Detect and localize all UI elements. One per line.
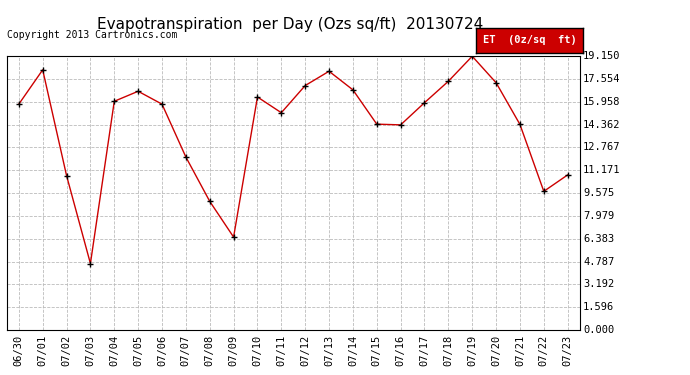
Text: 11.171: 11.171 [583,165,620,175]
Text: 17.554: 17.554 [583,74,620,84]
Text: 1.596: 1.596 [583,302,614,312]
Text: 14.362: 14.362 [583,120,620,130]
Text: 4.787: 4.787 [583,256,614,267]
Text: 6.383: 6.383 [583,234,614,244]
Text: 7.979: 7.979 [583,211,614,221]
Text: 15.958: 15.958 [583,97,620,107]
Text: 3.192: 3.192 [583,279,614,290]
Text: Evapotranspiration  per Day (Ozs sq/ft)  20130724: Evapotranspiration per Day (Ozs sq/ft) 2… [97,17,483,32]
Text: Copyright 2013 Cartronics.com: Copyright 2013 Cartronics.com [7,30,177,40]
Text: ET  (0z/sq  ft): ET (0z/sq ft) [483,35,576,45]
Text: 19.150: 19.150 [583,51,620,61]
Text: 9.575: 9.575 [583,188,614,198]
Text: 12.767: 12.767 [583,142,620,153]
Text: 0.000: 0.000 [583,325,614,335]
